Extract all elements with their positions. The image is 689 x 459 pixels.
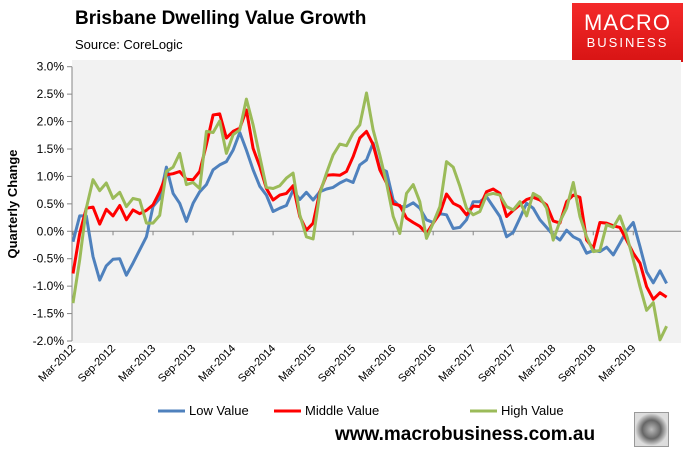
plot-area [72, 60, 681, 343]
y-tick-label: 2.0% [37, 115, 65, 129]
y-axis-label: Quarterly Change [5, 149, 20, 258]
x-tick-label: Mar-2019 [597, 343, 639, 385]
x-tick-label: Sep-2014 [236, 343, 278, 385]
x-tick-label: Mar-2015 [276, 343, 318, 385]
legend-item: Low Value [158, 403, 249, 418]
chart-source: Source: CoreLogic [75, 37, 183, 52]
x-tick-label: Mar-2013 [116, 343, 158, 385]
wolf-icon [634, 412, 669, 447]
x-tick-label: Mar-2014 [196, 343, 238, 385]
x-tick-label: Mar-2018 [517, 343, 559, 385]
y-tick-label: -0.5% [33, 252, 65, 266]
y-tick-label: 3.0% [37, 60, 65, 74]
chart-title: Brisbane Dwelling Value Growth [75, 8, 367, 29]
legend-item: High Value [470, 403, 564, 418]
legend-item: Middle Value [274, 403, 379, 418]
x-tick-label: Sep-2016 [396, 343, 438, 385]
y-tick-label: 2.5% [37, 87, 65, 101]
x-tick-label: Sep-2018 [556, 343, 598, 385]
legend-label: Low Value [189, 403, 249, 418]
macrobusiness-logo: MACRO BUSINESS [572, 3, 683, 62]
x-tick-label: Mar-2017 [437, 343, 479, 385]
series-line-low-value [71, 131, 668, 285]
y-tick-label: 0.0% [37, 224, 65, 238]
y-tick-label: -1.5% [33, 307, 65, 321]
website-url: www.macrobusiness.com.au [335, 424, 596, 445]
x-tick-label: Sep-2013 [156, 343, 198, 385]
y-tick-label: 1.0% [37, 169, 65, 183]
series-line-high-value [71, 91, 668, 342]
y-tick-label: -2.0% [33, 334, 65, 348]
x-tick-label: Sep-2017 [476, 343, 518, 385]
y-tick-label: -1.0% [33, 279, 65, 293]
x-tick-label: Mar-2016 [357, 343, 399, 385]
logo-line1: MACRO [584, 10, 671, 35]
x-tick-label: Mar-2012 [36, 343, 78, 385]
y-tick-label: 1.5% [37, 142, 65, 156]
legend-label: Middle Value [305, 403, 379, 418]
x-tick-label: Sep-2015 [316, 343, 358, 385]
logo-line2: BUSINESS [586, 35, 669, 50]
legend-label: High Value [501, 403, 564, 418]
x-tick-label: Sep-2012 [76, 343, 118, 385]
y-tick-label: 0.5% [37, 197, 65, 211]
